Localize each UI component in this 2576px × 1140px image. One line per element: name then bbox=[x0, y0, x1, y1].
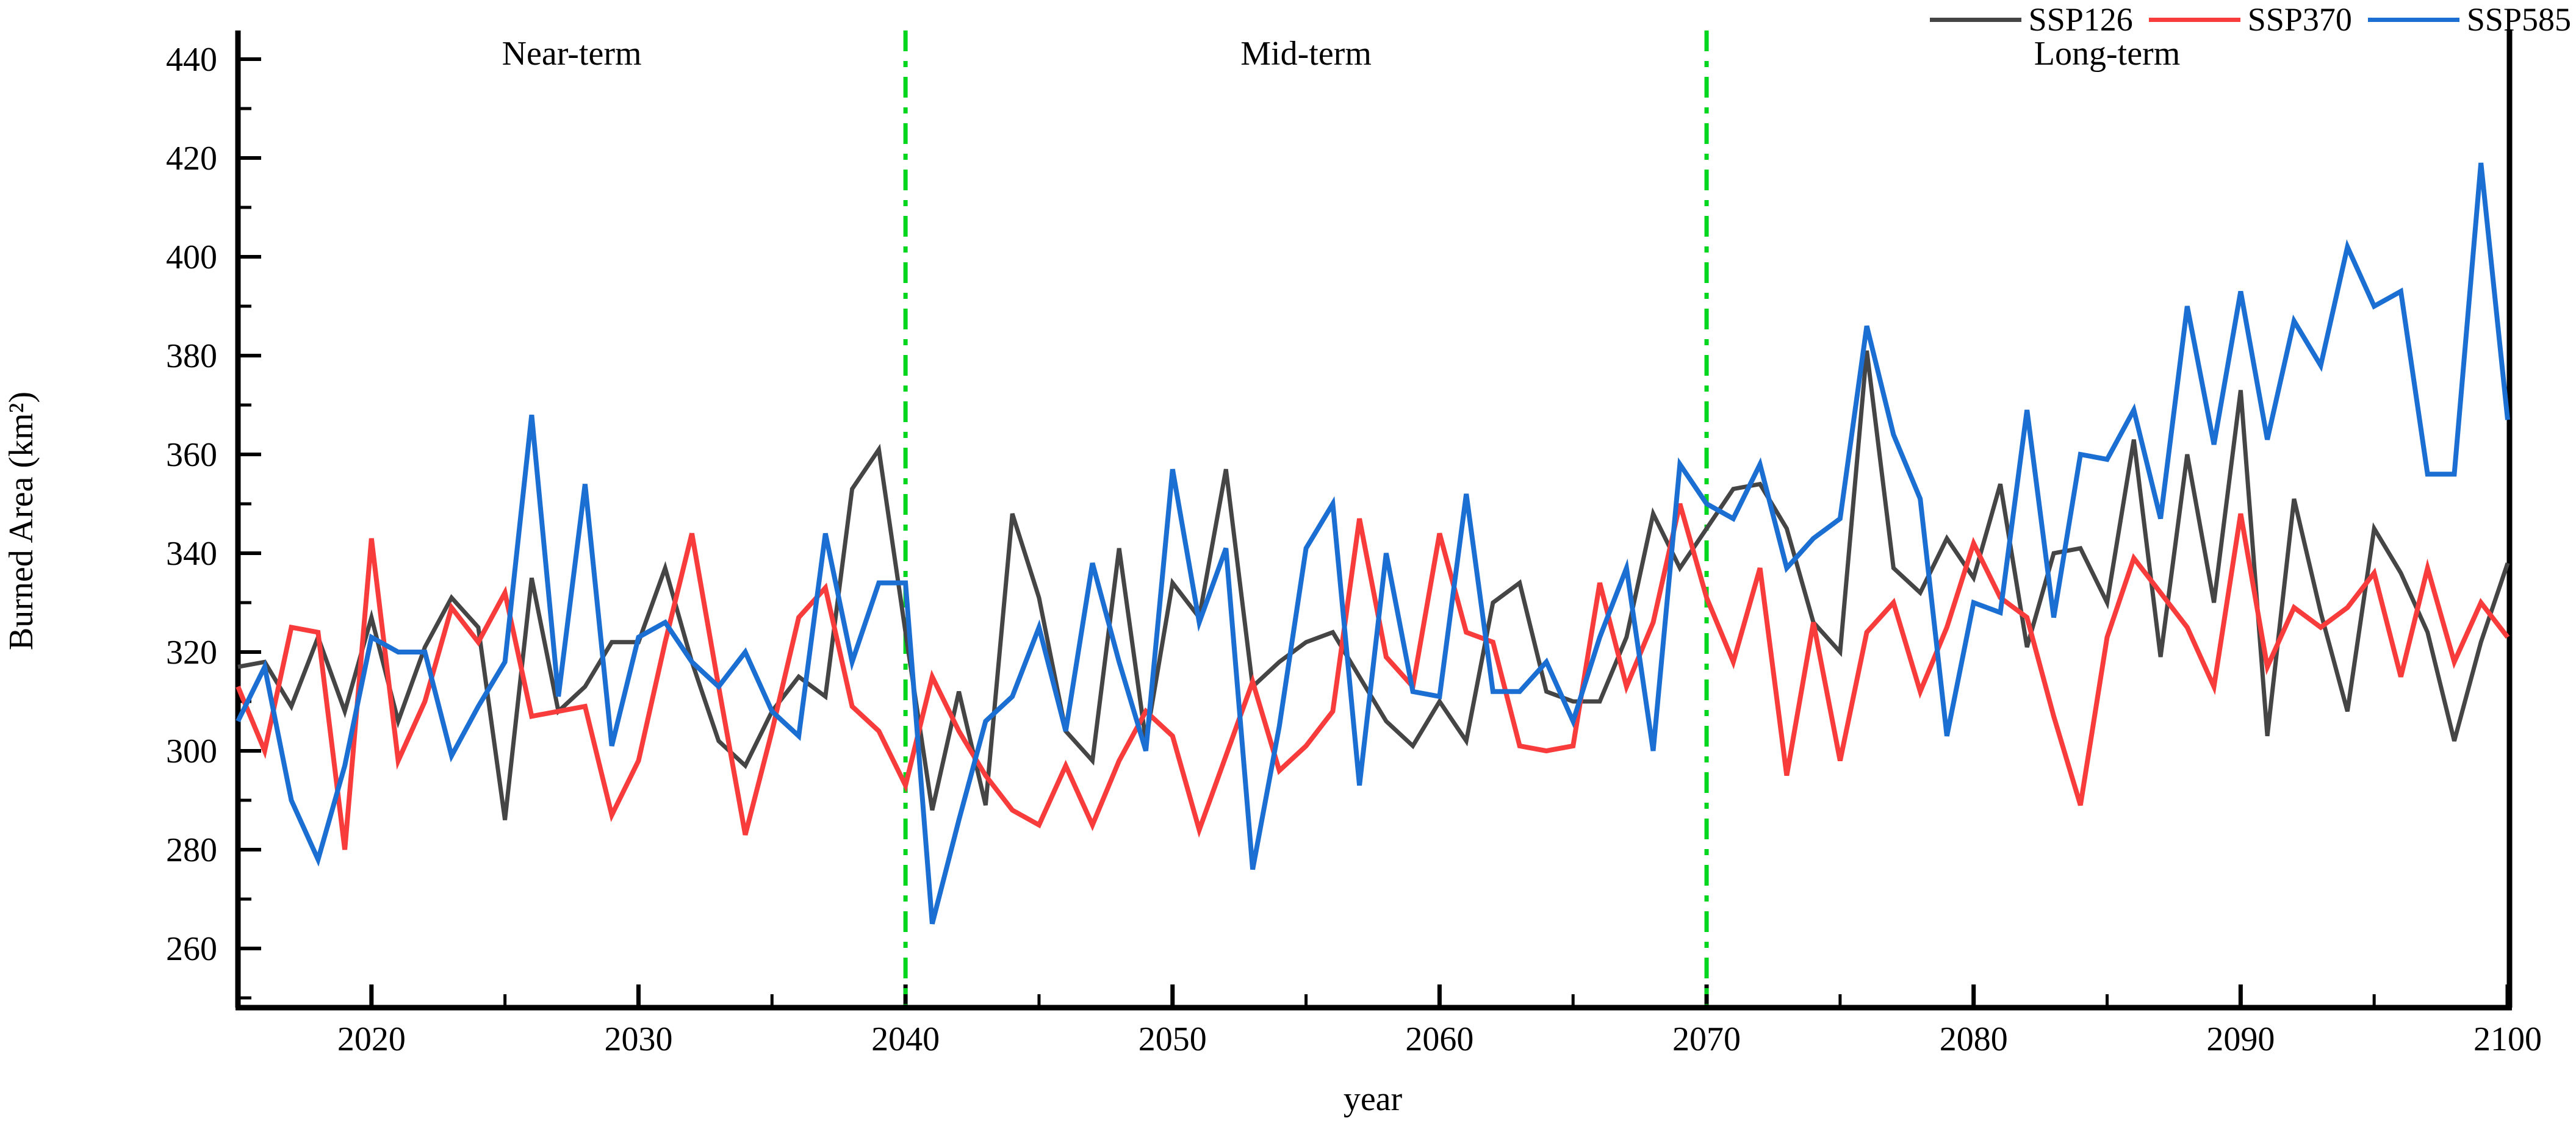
y-axis-title: Burned Area (km²) bbox=[2, 391, 40, 651]
legend-label: SSP126 bbox=[2028, 1, 2133, 38]
y-tick-label: 440 bbox=[166, 41, 217, 79]
x-tick-label: 2030 bbox=[604, 1020, 672, 1058]
y-tick-label: 340 bbox=[166, 535, 217, 573]
y-tick-label: 260 bbox=[166, 930, 217, 968]
y-tick-label: 420 bbox=[166, 140, 217, 177]
region-label-mid-term: Mid-term bbox=[1240, 35, 1372, 73]
region-label-long-term: Long-term bbox=[2034, 35, 2181, 73]
legend: SSP126 SSP370 SSP585 bbox=[1929, 0, 2571, 39]
x-tick-label: 2040 bbox=[871, 1020, 940, 1058]
y-tick-label: 300 bbox=[166, 733, 217, 770]
legend-item-ssp126: SSP126 bbox=[1929, 1, 2133, 38]
y-tick-label: 280 bbox=[166, 831, 217, 869]
legend-line-swatch bbox=[1929, 17, 2021, 22]
x-tick-label: 2070 bbox=[1672, 1020, 1741, 1058]
series-line-ssp585 bbox=[236, 162, 2510, 925]
y-tick-label: 400 bbox=[166, 238, 217, 276]
x-tick-label: 2100 bbox=[2473, 1020, 2542, 1058]
y-tick-label: 380 bbox=[166, 337, 217, 375]
x-tick-label: 2080 bbox=[1940, 1020, 2008, 1058]
legend-label: SSP370 bbox=[2247, 1, 2352, 38]
legend-line-swatch bbox=[2367, 17, 2459, 22]
legend-item-ssp585: SSP585 bbox=[2367, 1, 2571, 38]
x-tick-label: 2050 bbox=[1139, 1020, 1207, 1058]
x-tick-label: 2020 bbox=[337, 1020, 406, 1058]
legend-label: SSP585 bbox=[2466, 1, 2571, 38]
y-tick-label: 360 bbox=[166, 436, 217, 474]
x-tick-label: 2060 bbox=[1405, 1020, 1473, 1058]
series-line-ssp126 bbox=[237, 350, 2510, 820]
x-tick-label: 2090 bbox=[2206, 1020, 2275, 1058]
y-tick-label: 320 bbox=[166, 634, 217, 672]
legend-line-swatch bbox=[2148, 17, 2240, 22]
legend-item-ssp370: SSP370 bbox=[2148, 1, 2352, 38]
series-line-ssp370 bbox=[236, 503, 2510, 850]
x-axis-title: year bbox=[1343, 1080, 1403, 1118]
region-label-near-term: Near-term bbox=[502, 35, 642, 73]
